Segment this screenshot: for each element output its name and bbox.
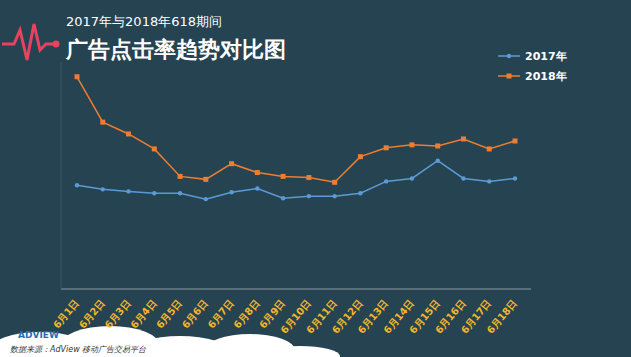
svg-text:6月18日: 6月18日 [485,297,520,335]
svg-text:6月5日: 6月5日 [154,297,184,330]
svg-text:6月9日: 6月9日 [257,297,288,331]
svg-text:6月14日: 6月14日 [381,297,417,336]
svg-text:6月8日: 6月8日 [231,297,261,330]
svg-text:6月10日: 6月10日 [278,297,314,336]
svg-text:6月16日: 6月16日 [433,297,468,336]
svg-text:6月12日: 6月12日 [329,297,365,336]
svg-text:6月7日: 6月7日 [206,297,236,330]
svg-text:广告点击率趋势对比图: 广告点击率趋势对比图 [65,37,286,62]
svg-text:2017年与2018年618期间: 2017年与2018年618期间 [66,14,222,29]
svg-text:6月6日: 6月6日 [180,297,210,330]
html-text:2017年: 2017年 [525,49,567,63]
svg-text:ADVIEW: ADVIEW [18,330,59,340]
svg-text:6月15日: 6月15日 [407,297,442,336]
svg-text:6月2日: 6月2日 [77,297,107,330]
svg-text:6月1日: 6月1日 [51,297,81,330]
svg-text:6月3日: 6月3日 [103,297,133,330]
html-text:2018年: 2018年 [525,69,567,83]
svg-text:6月17日: 6月17日 [458,297,494,336]
svg-text:6月4日: 6月4日 [128,297,158,330]
svg-text:6月13日: 6月13日 [355,297,391,336]
svg-text:6月11日: 6月11日 [304,297,339,336]
svg-text:数据来源：AdView 移动广告交易平台: 数据来源：AdView 移动广告交易平台 [10,345,146,354]
